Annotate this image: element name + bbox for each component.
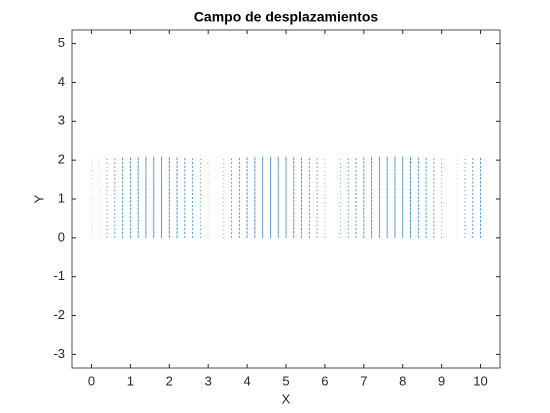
x-tick-label: 7 xyxy=(360,373,367,388)
axes-box xyxy=(71,29,501,369)
y-tick-label: 4 xyxy=(58,74,65,89)
chart-title: Campo de desplazamientos xyxy=(194,9,379,25)
y-tick-label: 0 xyxy=(58,229,65,244)
y-tick-label: 1 xyxy=(58,190,65,205)
y-tick-label: 3 xyxy=(58,113,65,128)
x-tick-label: 5 xyxy=(282,373,289,388)
x-tick-label: 1 xyxy=(127,373,134,388)
y-tick-label: -2 xyxy=(53,307,65,322)
x-tick-label: 0 xyxy=(88,373,95,388)
y-tick-label: 2 xyxy=(58,152,65,167)
x-tick-label: 3 xyxy=(205,373,212,388)
x-tick-label: 4 xyxy=(243,373,250,388)
x-tick-label: 9 xyxy=(438,373,445,388)
x-tick-label: 2 xyxy=(166,373,173,388)
y-tick-label: 5 xyxy=(58,35,65,50)
x-tick-label: 6 xyxy=(321,373,328,388)
x-axis-label: X xyxy=(282,391,291,406)
y-tick-label: -1 xyxy=(53,268,65,283)
x-tick-label: 8 xyxy=(399,373,406,388)
y-tick-label: -3 xyxy=(53,346,65,361)
y-axis-label: Y xyxy=(31,194,46,203)
x-tick-label: 10 xyxy=(473,373,487,388)
